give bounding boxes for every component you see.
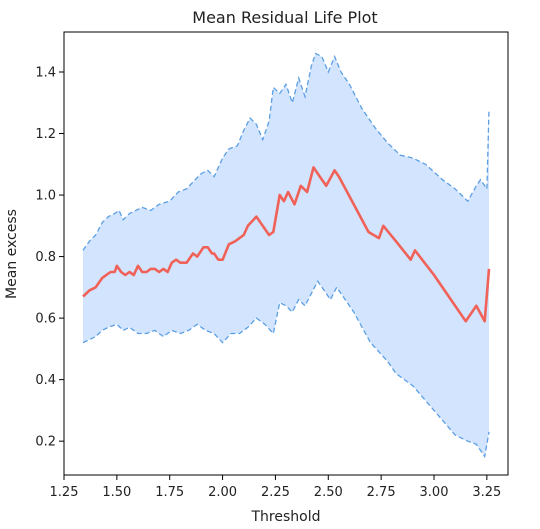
- x-tick-label: 2.50: [314, 485, 343, 500]
- x-tick-label: 3.25: [472, 485, 501, 500]
- upper-bound-line: [82, 52, 490, 251]
- x-tick-label: 1.50: [102, 485, 131, 500]
- y-axis-label: Mean excess: [4, 209, 20, 299]
- x-tick-label: 2.75: [367, 485, 396, 500]
- x-tick-label: 3.00: [420, 485, 449, 500]
- y-tick-label: 0.4: [35, 373, 56, 388]
- plot-frame: [63, 31, 509, 476]
- mean-excess-line: [82, 166, 491, 323]
- x-tick-label: 1.25: [50, 485, 79, 500]
- y-tick-label: 1.0: [35, 189, 56, 204]
- x-axis-label: Threshold: [251, 509, 321, 525]
- confidence-band: [83, 53, 489, 457]
- band-fill: [83, 53, 489, 457]
- y-tick-label: 0.6: [35, 312, 56, 327]
- series-lines: [82, 52, 491, 459]
- x-tick-label: 1.75: [155, 485, 184, 500]
- y-tick-label: 0.8: [35, 250, 56, 265]
- x-tick-label: 2.25: [261, 485, 290, 500]
- y-tick-label: 1.2: [35, 127, 56, 142]
- y-tick-label: 1.4: [35, 65, 56, 80]
- x-axis-ticks: 1.25 1.50 1.75 2.00 2.25 2.50 2.75 3.00 3.25: [50, 475, 501, 500]
- y-tick-label: 0.2: [35, 435, 56, 450]
- y-axis-ticks: 0.2 0.4 0.6 0.8 1.0 1.2 1.4: [35, 65, 64, 450]
- chart-title: Mean Residual Life Plot: [192, 8, 377, 27]
- lower-bound-line: [82, 279, 490, 459]
- x-tick-label: 2.00: [208, 485, 237, 500]
